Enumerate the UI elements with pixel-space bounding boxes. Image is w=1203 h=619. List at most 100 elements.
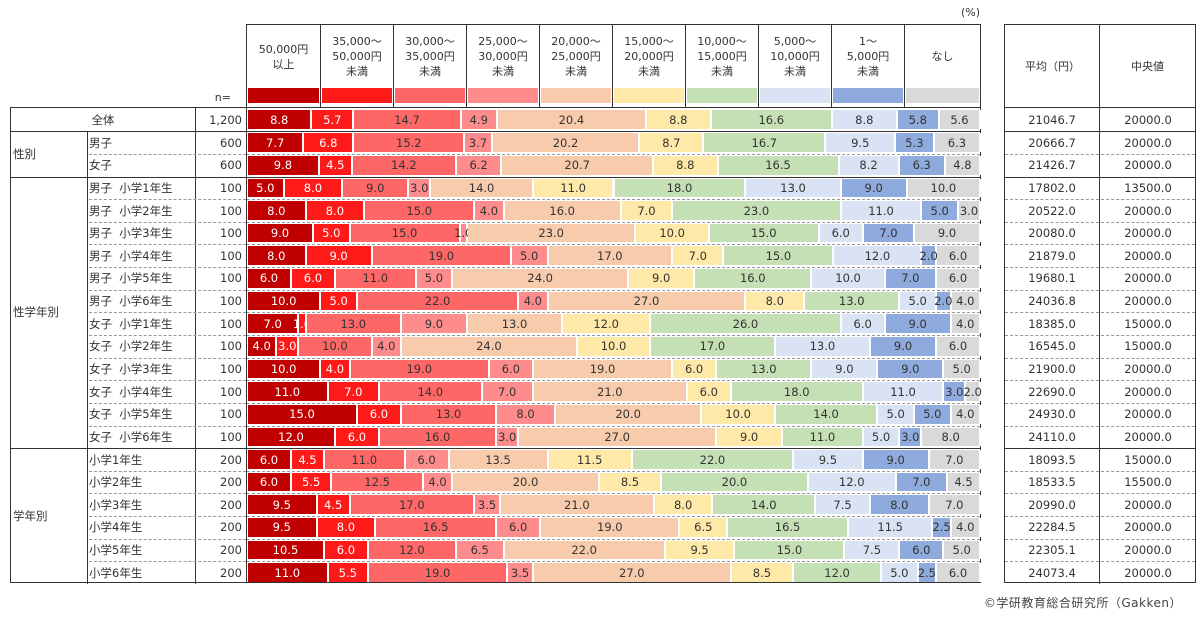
row-label: 男子 小学5年生 bbox=[89, 267, 196, 290]
row-divider bbox=[1005, 221, 1195, 223]
bar-value-label: 6.0 bbox=[417, 452, 436, 467]
bar-value-label: 13.0 bbox=[750, 361, 777, 376]
bar-value-label: 7.0 bbox=[688, 248, 707, 263]
bar-segment: 8.0 bbox=[317, 518, 377, 537]
bar-value-label: 9.8 bbox=[273, 158, 293, 173]
bar-segment: 15.0 bbox=[365, 201, 476, 220]
bar-value-label: 23.0 bbox=[538, 226, 564, 241]
mean-value: 22690.0 bbox=[1005, 380, 1100, 403]
row-divider bbox=[247, 470, 980, 472]
row-divider bbox=[1005, 267, 1195, 269]
bar-segment: 19.0 bbox=[541, 518, 681, 537]
bar-segment: 6.0 bbox=[248, 269, 292, 288]
row-divider bbox=[247, 380, 980, 382]
legend-swatch bbox=[395, 88, 465, 103]
bar-value-label: 3.0 bbox=[498, 429, 517, 444]
bar-value-label: 8.0 bbox=[673, 497, 693, 512]
bar-value-label: 5.0 bbox=[952, 543, 971, 558]
legend-swatch-cell bbox=[758, 88, 831, 107]
bar-segment: 6.5 bbox=[456, 540, 505, 560]
bar-value-label: 14.2 bbox=[391, 158, 417, 173]
mean-value: 18385.0 bbox=[1005, 312, 1100, 335]
mean-value: 16545.0 bbox=[1005, 335, 1100, 358]
bar-segment: 6.0 bbox=[673, 359, 718, 379]
bar-value-label: 8.0 bbox=[267, 248, 286, 263]
row-n: 100 bbox=[220, 316, 242, 331]
mean-value: 20666.7 bbox=[1005, 131, 1100, 154]
bar-value-label: 5.0 bbox=[871, 429, 891, 444]
row-divider bbox=[247, 335, 980, 336]
bar-segment: 6.0 bbox=[291, 269, 336, 288]
bar-value-label: 10.5 bbox=[272, 543, 299, 558]
bar-segment: 6.0 bbox=[841, 314, 886, 333]
bar-segment: 6.0 bbox=[405, 450, 450, 469]
bar-value-label: 16.5 bbox=[774, 520, 801, 535]
bar-value-label: 6.0 bbox=[948, 565, 968, 580]
bar-segment: 15.0 bbox=[735, 540, 846, 560]
median-value: 20000.0 bbox=[1124, 407, 1172, 422]
bar-segment: 14.0 bbox=[713, 495, 817, 515]
median-value: 15500.0 bbox=[1124, 475, 1172, 490]
bar-segment: 21.0 bbox=[533, 382, 688, 401]
bar-segment: 5.5 bbox=[328, 563, 369, 582]
bar-segment: 13.0 bbox=[805, 291, 901, 311]
row-label: 女子 小学4年生 bbox=[89, 380, 196, 403]
bar-segment: 12.0 bbox=[563, 314, 652, 333]
bar-value-label: 5.0 bbox=[890, 565, 909, 580]
mean-value: 18533.5 bbox=[1005, 470, 1100, 494]
bar-segment: 9.0 bbox=[878, 359, 945, 379]
bar-segment: 7.5 bbox=[845, 540, 901, 560]
bar-segment: 6.0 bbox=[497, 518, 542, 537]
legend-swatch bbox=[468, 88, 538, 103]
bar-value-label: 13.5 bbox=[485, 452, 511, 467]
bar-segment: 5.0 bbox=[416, 269, 454, 288]
bar-segment: 10.0 bbox=[907, 178, 981, 198]
mean-value: 24073.4 bbox=[1005, 561, 1100, 584]
bar-value-label: 4.0 bbox=[956, 407, 975, 422]
mean-value: 17802.0 bbox=[1005, 176, 1100, 200]
bar-value-label: 20.4 bbox=[558, 112, 585, 127]
row-n: 100 bbox=[220, 226, 242, 241]
bar-segment: 5.5 bbox=[291, 472, 333, 492]
bar-segment: 5.0 bbox=[922, 201, 959, 220]
bar-segment: 4.0 bbox=[372, 337, 402, 356]
bar-value-label: 6.0 bbox=[699, 384, 718, 399]
bar-value-label: 9.0 bbox=[908, 316, 927, 331]
bar-segment: 13.0 bbox=[306, 314, 402, 333]
bar-value-label: 8.2 bbox=[859, 158, 878, 173]
bar-segment: 3.5 bbox=[508, 563, 534, 582]
bar-value-label: 4.0 bbox=[377, 339, 396, 354]
bar-value-label: 3.5 bbox=[510, 565, 530, 580]
bar-segment: 4.0 bbox=[951, 404, 981, 424]
row-label: 男子 小学6年生 bbox=[89, 289, 196, 313]
legend-swatch bbox=[322, 88, 392, 103]
bar-value-label: 6.8 bbox=[319, 135, 338, 150]
bar-value-label: 9.0 bbox=[651, 271, 671, 286]
bar-segment: 8.0 bbox=[654, 495, 714, 515]
bar-segment: 4.5 bbox=[948, 472, 981, 492]
row-divider bbox=[89, 244, 246, 246]
bar-value-label: 5.3 bbox=[905, 135, 924, 150]
bar-value-label: 27.0 bbox=[633, 294, 660, 309]
bar-segment: 17.0 bbox=[548, 246, 674, 266]
row-divider bbox=[1005, 335, 1195, 336]
bar-segment: 8.0 bbox=[248, 201, 307, 220]
bar-segment: 8.7 bbox=[640, 133, 705, 152]
bar-segment: 5.0 bbox=[248, 178, 285, 198]
row-divider bbox=[1005, 176, 1195, 178]
row-label: 男子 bbox=[89, 131, 196, 154]
bar-segment: 15.2 bbox=[354, 133, 466, 152]
row-label: 女子 小学2年生 bbox=[89, 335, 196, 358]
bar-segment: 5.0 bbox=[511, 246, 549, 266]
bar-value-label: 15.0 bbox=[289, 407, 315, 422]
row-divider bbox=[11, 131, 246, 133]
legend-label: 1～ 5,000円 未満 bbox=[831, 24, 904, 88]
mean-value: 20080.0 bbox=[1005, 221, 1100, 245]
row-n: 100 bbox=[220, 407, 242, 422]
bar-value-label: 19.0 bbox=[597, 520, 623, 535]
bar-value-label: 8.0 bbox=[325, 203, 345, 218]
bar-value-label: 26.0 bbox=[732, 316, 759, 331]
row-n: 100 bbox=[220, 361, 242, 376]
bar-value-label: 11.5 bbox=[576, 452, 603, 467]
bar-segment: 27.0 bbox=[533, 563, 732, 582]
